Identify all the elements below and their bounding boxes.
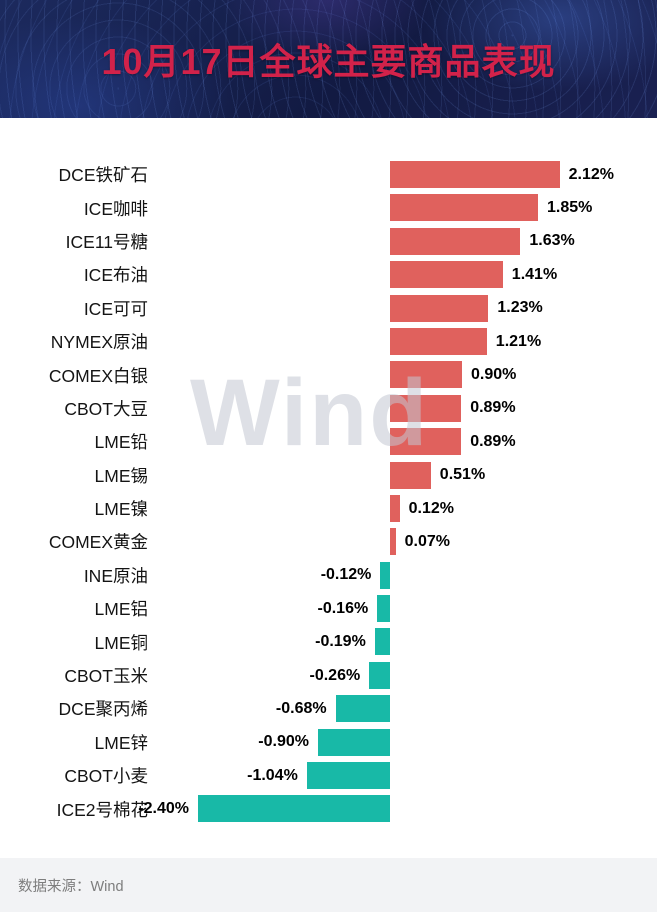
value-label: 0.90%: [471, 366, 517, 384]
category-label: LME锌: [94, 732, 148, 753]
positive-bar: [390, 494, 400, 522]
negative-bar: [198, 795, 390, 823]
negative-bar: [306, 762, 390, 790]
positive-bar: [390, 194, 538, 222]
value-label: 1.63%: [529, 232, 575, 250]
value-label: -1.04%: [247, 766, 298, 784]
positive-bar: [390, 428, 462, 456]
value-label: 0.89%: [470, 432, 516, 450]
value-label: -0.19%: [315, 633, 366, 651]
category-label: LME铜: [94, 632, 148, 653]
category-label: ICE咖啡: [83, 198, 148, 219]
positive-bar: [390, 528, 396, 556]
category-label: COMEX黄金: [48, 532, 148, 553]
category-label: LME铅: [94, 432, 148, 453]
negative-bar: [380, 561, 390, 589]
negative-bar: [318, 728, 390, 756]
bar-row: CBOT玉米 -0.26%: [0, 659, 657, 692]
value-label: -0.68%: [275, 699, 327, 717]
value-label: 0.12%: [408, 499, 454, 517]
category-label: ICE布油: [83, 265, 148, 286]
bar-row: ICE2号棉花 -2.40%: [0, 792, 657, 825]
negative-bar: [369, 661, 390, 689]
value-label: 1.23%: [497, 299, 543, 317]
category-label: LME锡: [94, 465, 148, 486]
value-label: -0.16%: [317, 599, 369, 617]
category-label: CBOT玉米: [64, 666, 148, 687]
bar-row: DCE铁矿石 2.12%: [0, 158, 657, 191]
category-label: INE原油: [83, 565, 148, 586]
category-label: LME铝: [94, 599, 148, 620]
bar-row: LME锌 -0.90%: [0, 726, 657, 759]
negative-bar: [377, 595, 390, 623]
positive-bar: [390, 461, 431, 489]
category-label: DCE聚丙烯: [58, 699, 148, 720]
bar-row: LME铝 -0.16%: [0, 592, 657, 625]
negative-bar: [374, 628, 390, 656]
chart-area: DCE铁矿石 2.12% ICE咖啡 1.85% ICE11号糖 1.63% ICE布油 1.…: [0, 158, 657, 828]
positive-bar: [390, 394, 462, 422]
bar-row: INE原油 -0.12%: [0, 559, 657, 592]
positive-bar: [390, 294, 489, 322]
bar-row: LME锡 0.51%: [0, 459, 657, 492]
bar-row: COMEX白银 0.90%: [0, 358, 657, 391]
bar-row: LME镍 0.12%: [0, 492, 657, 525]
category-label: LME镍: [94, 499, 148, 520]
value-label: 2.12%: [568, 165, 614, 183]
value-label: 1.85%: [547, 199, 593, 217]
bar-row: COMEX黄金 0.07%: [0, 525, 657, 558]
value-label: 0.51%: [439, 466, 486, 484]
footer: 数据来源：Wind: [0, 858, 657, 912]
bar-row: DCE聚丙烯 -0.68%: [0, 692, 657, 725]
bar-row: LME铅 0.89%: [0, 425, 657, 458]
bar-row: ICE咖啡 1.85%: [0, 191, 657, 224]
bar-chart: DCE铁矿石 2.12% ICE咖啡 1.85% ICE11号糖 1.63% ICE布油 1.…: [0, 158, 657, 826]
bar-row: CBOT小麦 -1.04%: [0, 759, 657, 792]
category-label: ICE2号棉花: [56, 799, 148, 820]
value-label: -0.26%: [309, 666, 361, 684]
positive-bar: [390, 161, 560, 188]
category-label: COMEX白银: [48, 365, 148, 386]
category-label: ICE11号糖: [65, 231, 148, 252]
bar-row: ICE可可 1.23%: [0, 292, 657, 325]
data-source-label: 数据来源：Wind: [18, 878, 124, 895]
category-label: CBOT小麦: [64, 766, 148, 787]
value-label: -2.40%: [138, 800, 189, 818]
negative-bar: [335, 695, 390, 723]
category-label: CBOT大豆: [64, 398, 148, 419]
positive-bar: [390, 327, 487, 355]
value-label: 1.41%: [511, 265, 558, 283]
positive-bar: [390, 261, 503, 289]
value-label: -0.12%: [320, 566, 372, 584]
value-label: 0.89%: [470, 399, 516, 417]
category-label: ICE可可: [83, 298, 148, 319]
bar-row: NYMEX原油 1.21%: [0, 325, 657, 358]
bar-row: ICE布油 1.41%: [0, 258, 657, 291]
bar-row: ICE11号糖 1.63%: [0, 225, 657, 258]
value-label: 0.07%: [404, 532, 450, 550]
value-label: -0.90%: [258, 733, 309, 751]
bar-row: CBOT大豆 0.89%: [0, 392, 657, 425]
value-label: 1.21%: [495, 332, 542, 350]
positive-bar: [390, 227, 521, 255]
bar-row: LME铜 -0.19%: [0, 625, 657, 658]
header-banner: 10月17日全球主要商品表现: [0, 0, 657, 118]
positive-bar: [390, 361, 462, 389]
page-title: 10月17日全球主要商品表现: [101, 41, 556, 82]
category-label: DCE铁矿石: [58, 165, 148, 186]
category-label: NYMEX原油: [50, 332, 148, 353]
